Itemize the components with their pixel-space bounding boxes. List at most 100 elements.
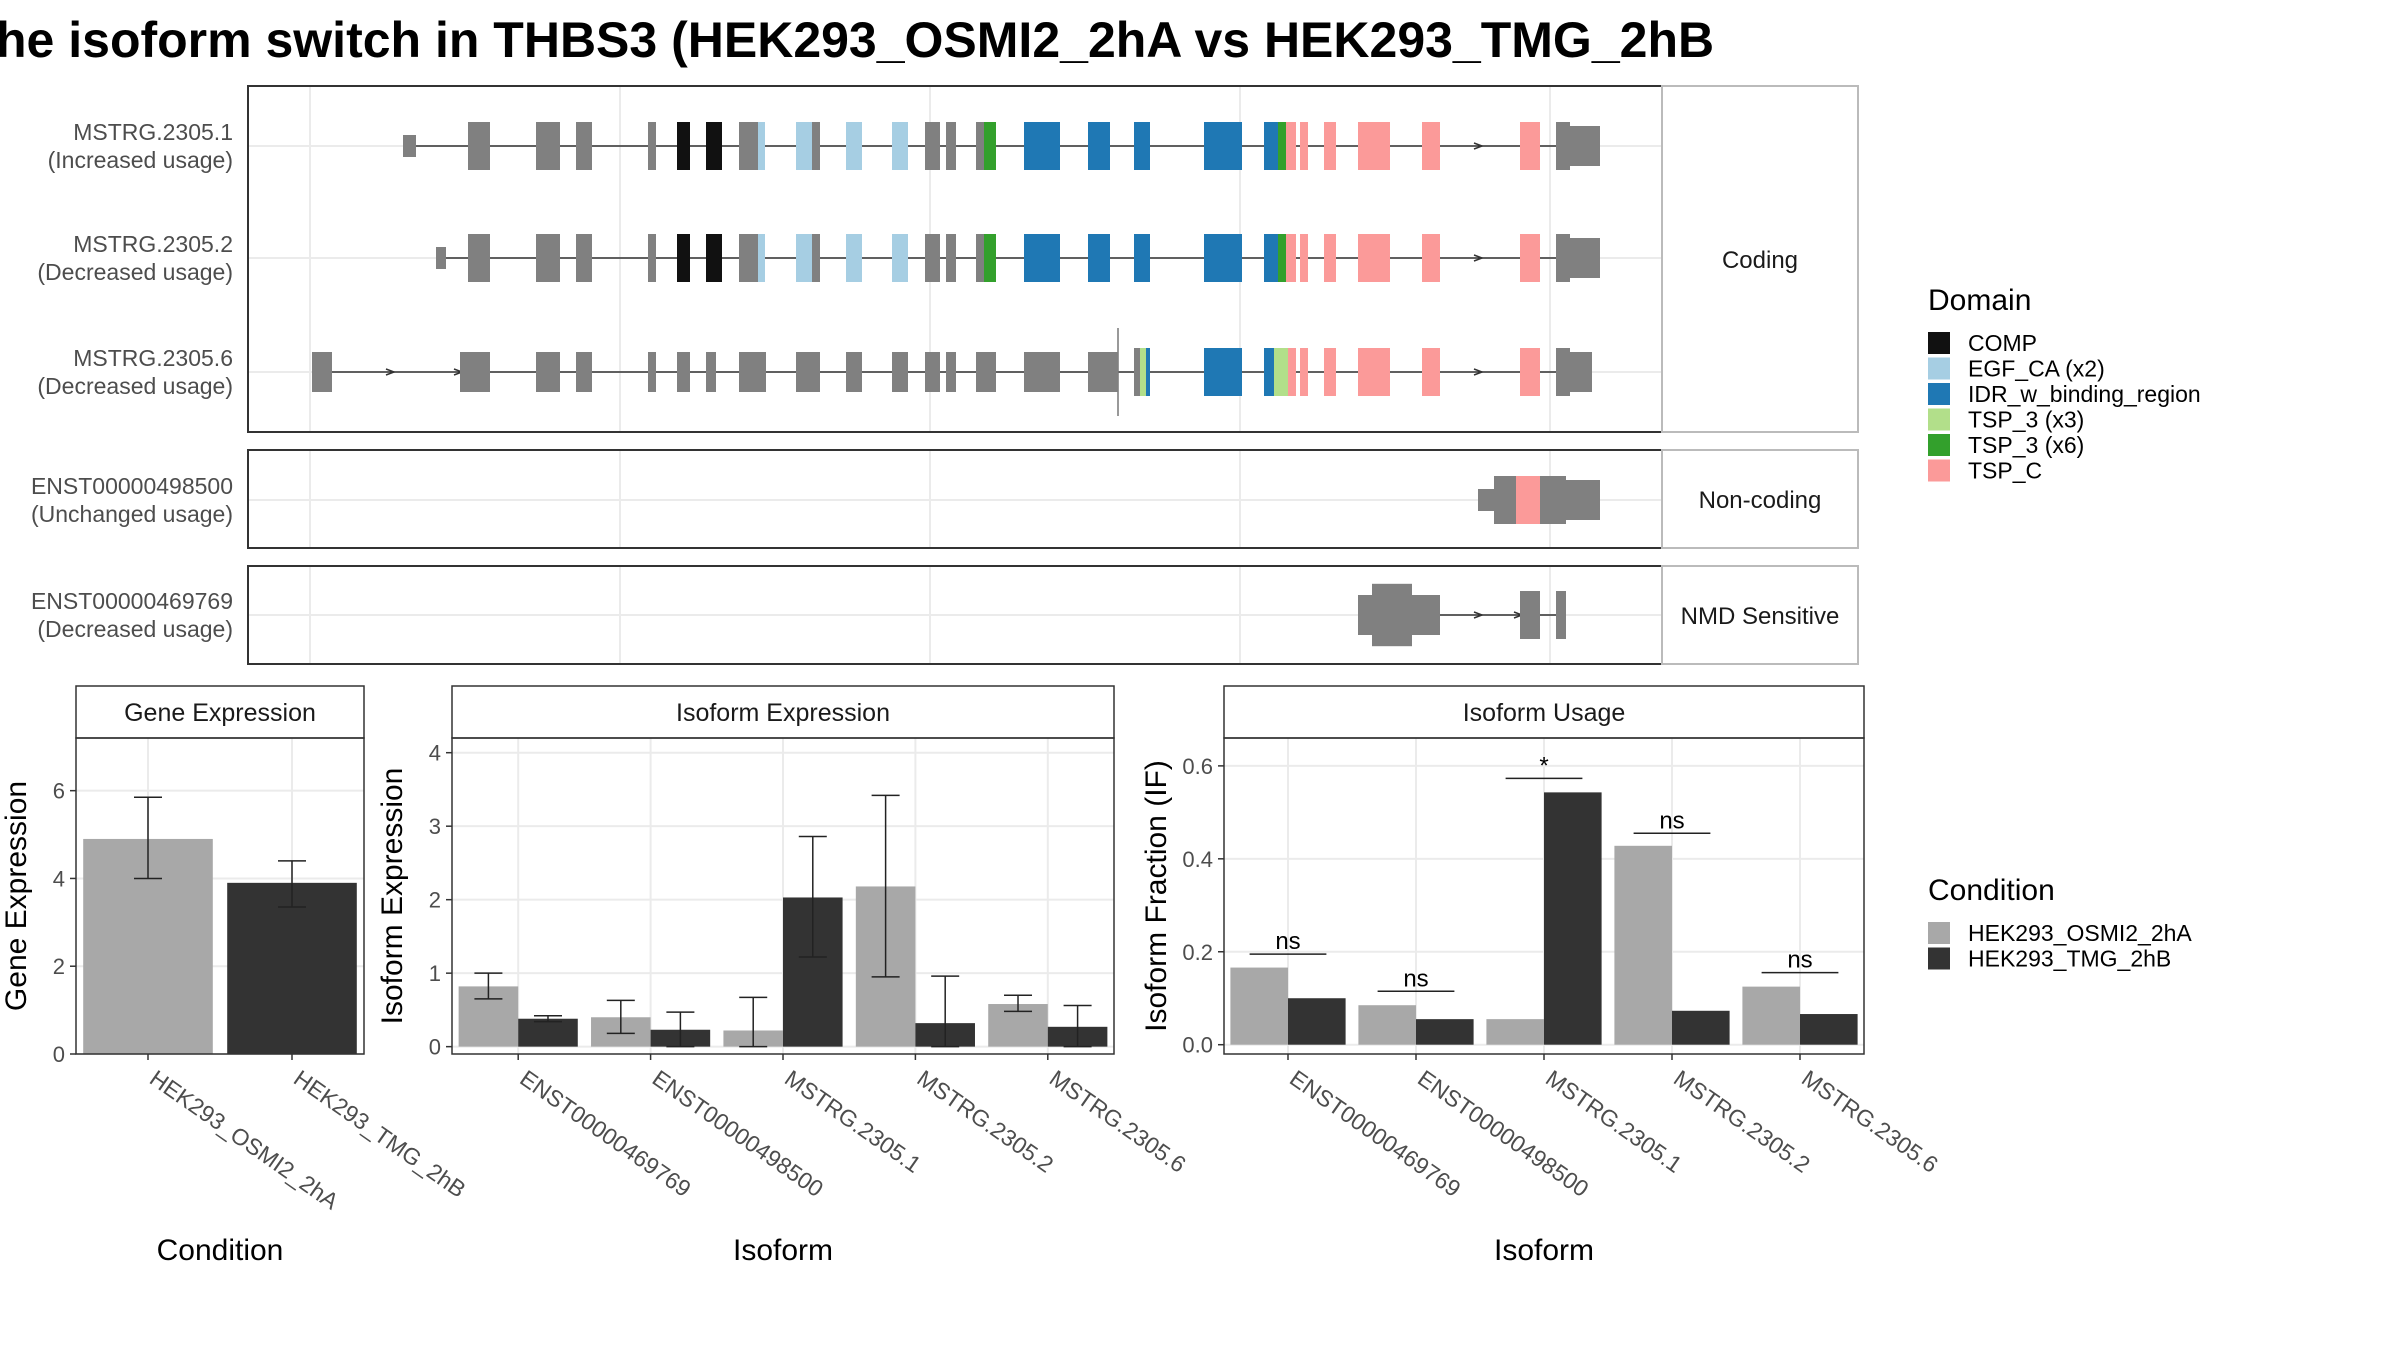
exon-block [536,234,560,282]
exon-block [796,122,812,170]
bar-MSTRG.2305.2-HEK293_TMG_2hB [1672,1010,1730,1045]
transcript-id-label: MSTRG.2305.1 [73,119,233,145]
exon-block [846,122,862,170]
transcript-usage-label: (Decreased usage) [37,259,233,285]
exon-block [1146,348,1150,396]
transcript-id-label: ENST00000469769 [31,588,233,614]
legend-key [1928,332,1950,354]
exon-block [706,352,716,392]
exon-block [1134,122,1150,170]
x-tick-label: MSTRG.2305.6 [1797,1065,1943,1178]
x-tick-label: MSTRG.2305.2 [913,1065,1059,1178]
bar-ENST00000498500-HEK293_TMG_2hB [1416,1019,1474,1045]
bar-ENST00000469769-HEK293_OSMI2_2hA [1230,967,1288,1045]
exon-block [1358,348,1390,396]
exon-block [1422,348,1440,396]
strip [1661,85,1859,433]
significance-label: * [1539,752,1548,779]
y-tick-label: 4 [53,866,65,891]
exon-block [1520,234,1540,282]
exon-block [1088,122,1110,170]
exon-block [1204,348,1242,396]
exon-block [1134,234,1150,282]
y-axis-title: Isoform Fraction (IF) [1140,760,1173,1032]
exon-block [1556,348,1570,396]
transcript-id-label: ENST00000498500 [31,473,233,499]
exon-block [1324,234,1336,282]
exon-block [1520,591,1540,639]
strip-label: Coding [1722,247,1798,274]
exon-block [796,352,820,392]
exon-block [677,122,690,170]
chart-title: Isoform Usage [1463,699,1626,727]
y-tick-label: 0.2 [1182,940,1213,965]
expression-charts: Gene Expression0246HEK293_OSMI2_2hAHEK29… [0,685,1943,1267]
y-axis-title: Gene Expression [0,781,33,1011]
direction-arrow [1473,368,1485,376]
figure-title: he isoform switch in THBS3 (HEK293_OSMI2… [0,12,1714,68]
exon-block [1566,480,1600,520]
legend-key [1928,459,1950,482]
y-tick-label: 3 [429,814,441,839]
exon-block [1088,352,1118,392]
transcript-MSTRG.2305.1: MSTRG.2305.1(Increased usage) [48,119,1600,173]
y-tick-label: 0.6 [1182,754,1213,779]
strip [1223,685,1865,739]
legend-title: Condition [1928,874,2055,907]
legend-label: HEK293_OSMI2_2hA [1968,920,2192,946]
exon-block [536,122,560,170]
legend-label: COMP [1968,330,2037,356]
exon-block [846,234,862,282]
chart-title: Gene Expression [124,699,316,727]
exon-block [403,135,416,157]
exon-block [1204,234,1242,282]
transcript-id-label: MSTRG.2305.2 [73,231,233,257]
transcript-usage-label: (Unchanged usage) [31,501,233,527]
bar-ENST00000469769-HEK293_TMG_2hB [1288,998,1346,1045]
bar-ENST00000498500-HEK293_OSMI2_2hA [1358,1005,1416,1045]
legend-key [1928,357,1950,380]
strip-label: NMD Sensitive [1681,603,1840,630]
exon-block [1540,476,1556,524]
exon-block [812,234,820,282]
exon-block [796,234,812,282]
exon-block [946,234,956,282]
legend-label: EGF_CA (x2) [1968,356,2105,382]
bar-ENST00000469769-HEK293_TMG_2hB [518,1018,578,1047]
legend-label: TSP_C [1968,458,2042,484]
exon-block [976,234,984,282]
x-tick-label: MSTRG.2305.1 [780,1065,926,1178]
transcript-id-label: MSTRG.2305.6 [73,345,233,371]
legend-key [1928,383,1950,405]
exon-block [648,234,656,282]
exon-block [648,352,656,392]
exon-block [1300,234,1308,282]
legend-label: TSP_3 (x6) [1968,432,2084,458]
exon-block [1372,583,1412,647]
exon-block [1422,122,1440,170]
exon-block [1264,234,1278,282]
strip [75,685,365,739]
significance-label: ns [1659,807,1684,834]
x-axis-title: Isoform [1494,1234,1594,1267]
exon-block [677,352,690,392]
exon-block [812,122,820,170]
transcript-usage-label: (Decreased usage) [37,616,233,642]
exon-block [1024,352,1060,392]
bar-HEK293_TMG_2hB-HEK293_TMG_2hB [227,882,357,1054]
exon-block [1278,122,1286,170]
exon-block [436,247,446,269]
legend-key [1928,922,1950,944]
exon-block [536,352,560,392]
exon-block [468,234,490,282]
exon-block [892,122,908,170]
strip [1661,449,1859,549]
exon-block [1140,348,1146,396]
exon-block [576,234,592,282]
y-tick-label: 0.0 [1182,1033,1213,1058]
strip-label: Non-coding [1699,487,1822,514]
exon-block [1288,348,1296,396]
exon-block [1412,595,1440,635]
